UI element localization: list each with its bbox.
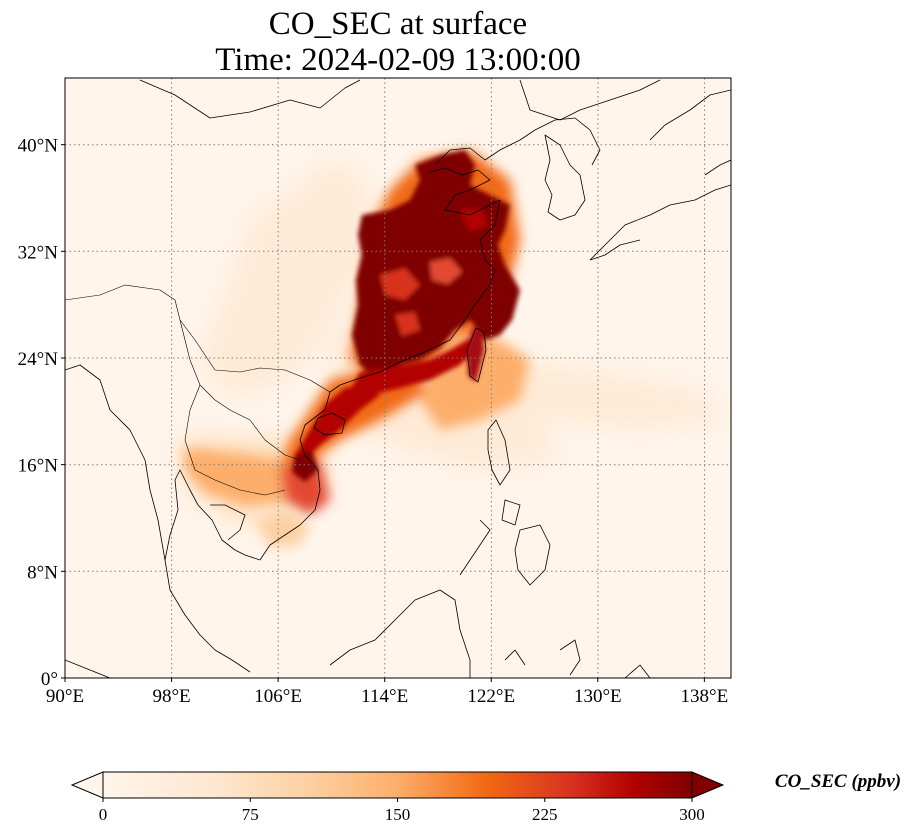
longitude-axis: 90°E 98°E 106°E 114°E 122°E 130°E 138°E (46, 678, 728, 707)
colorbar-gradient (102, 771, 693, 799)
map-title: CO_SEC at surface (268, 6, 528, 42)
colorbar-tick-label: 75 (242, 805, 259, 824)
colorbar-tick-label: 225 (532, 805, 558, 824)
colorbar-extend-min (70, 771, 104, 799)
gridlines (65, 78, 731, 678)
colorbar-extend-max (691, 771, 725, 799)
lat-tick-label: 24°N (18, 349, 59, 370)
map-time-subtitle: Time: 2024-02-09 13:00:00 (215, 42, 581, 78)
colorbar-tick-label: 150 (385, 805, 411, 824)
lon-tick-label: 138°E (681, 686, 729, 707)
lon-tick-label: 90°E (46, 686, 84, 707)
colorbar-tick-label: 300 (679, 805, 705, 824)
lat-tick-label: 16°N (18, 456, 59, 477)
lon-tick-label: 106°E (254, 686, 302, 707)
map-frame (64, 77, 732, 679)
colorbar-label: CO_SEC (ppbv) (775, 771, 901, 792)
lon-tick-label: 130°E (574, 686, 622, 707)
lat-tick-label: 0° (41, 669, 58, 690)
lat-tick-label: 32°N (18, 242, 59, 263)
latitude-axis: 0° 8°N 16°N 24°N 32°N 40°N (18, 136, 65, 690)
colorbar-tick-label: 0 (99, 805, 108, 824)
coastlines (65, 79, 731, 678)
lat-tick-label: 40°N (18, 136, 59, 157)
lon-tick-label: 122°E (467, 686, 515, 707)
colorbar: 0 75 150 225 300 CO_SEC (ppbv) (70, 771, 901, 824)
lon-tick-label: 98°E (152, 686, 190, 707)
lat-tick-label: 8°N (27, 562, 58, 583)
lon-tick-label: 114°E (361, 686, 408, 707)
